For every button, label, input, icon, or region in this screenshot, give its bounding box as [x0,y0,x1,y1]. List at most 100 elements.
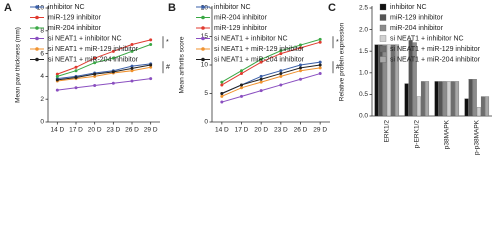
legend-swatch [379,14,387,21]
panel-label: C [328,2,336,14]
data-point [74,76,78,80]
series-line [221,67,321,97]
data-point [130,66,134,70]
y-axis-label: Relative protein expression [339,22,346,101]
legend-swatch [379,3,387,11]
data-point [220,80,224,84]
data-point [279,52,283,56]
x-tick-label: 23 D [274,127,288,134]
data-point [111,49,115,53]
bar [468,79,473,117]
x-tick-label: 29 D [144,127,158,134]
data-point [93,84,97,88]
data-point [259,77,263,81]
data-point [93,56,97,60]
series-line [57,39,151,75]
y-tick-label: 0.0 [359,113,368,120]
series-line [221,38,321,83]
legend-marker [201,15,205,20]
data-point [55,74,59,78]
bar [408,40,413,117]
bar [420,81,425,117]
x-tick-label: 20 D [254,127,268,134]
bar [412,42,417,117]
series-line [57,66,151,82]
legend-swatch [379,56,387,63]
x-tick-label: 17 D [69,127,83,134]
data-point [259,80,263,84]
data-point [220,83,224,87]
data-point [279,69,283,73]
series-line [57,44,151,77]
bar [434,81,439,117]
data-point [149,77,153,81]
bar [450,81,455,117]
legend-label: inhibitor NC [390,4,427,11]
legend-marker [201,36,205,41]
data-point [299,63,302,67]
bar [382,44,387,117]
legend-swatch [379,35,387,42]
legend-marker [35,36,39,41]
data-point [279,83,283,87]
bar [378,44,383,117]
y-tick-label: 1.5 [359,48,368,55]
legend-swatch [379,24,387,32]
annotation: * [336,39,339,46]
data-point [130,79,134,83]
bar [395,44,400,117]
data-point [149,38,153,42]
data-point [318,72,322,76]
legend-marker [35,26,39,30]
data-point [259,74,263,78]
data-point [299,66,302,70]
data-point [299,69,302,73]
data-point [240,83,243,87]
data-point [279,72,283,76]
x-tick-label: 26 D [125,127,139,134]
bar [390,44,395,117]
y-tick-label: 8 [40,28,44,35]
bar [472,79,477,117]
bar [438,81,443,117]
legend-label: si NEAT1 + inhibitor NC [48,35,122,42]
legend-label: miR-129 inhibitor [48,14,102,21]
legend-marker [35,57,39,62]
y-tick-label: 0.5 [359,91,368,98]
data-point [130,64,134,68]
legend-marker [201,57,205,62]
x-tick-label: 29 D [313,127,327,134]
data-point [74,86,78,90]
bar [464,98,469,117]
data-point [240,72,243,76]
x-tick-label: p38MAPK [444,119,451,149]
bar [425,81,430,117]
panel-label: A [4,2,12,14]
data-point [111,56,115,60]
y-tick-label: 5 [204,90,208,97]
data-point [299,77,302,81]
y-tick-label: 2 [40,96,44,103]
series-line [57,64,151,81]
y-tick-label: 2.0 [359,26,368,33]
data-point [149,42,153,46]
bar [455,81,460,117]
y-tick-label: 10 [37,5,45,12]
data-point [149,63,153,67]
data-point [318,63,322,67]
figure: A Mean paw thickness (mm) 0 2 4 6 8 10 14 D 17 D 2… [4,2,492,155]
data-point [318,66,322,70]
data-point [220,94,224,98]
legend-label: inhibitor NC [48,4,85,11]
legend-label: si NEAT1 + inhibitor NC [390,35,464,42]
bar [480,96,485,117]
legend-label: si NEAT1 + miR-129 inhibitor [48,46,139,53]
data-point [240,86,243,90]
legend-label: inhibitor NC [214,4,251,11]
legend-swatch [379,45,387,53]
data-point [111,81,115,85]
bar [386,44,391,117]
x-tick-label: p-p38MAPK [474,119,481,155]
legend-marker [201,5,205,9]
legend-label: si NEAT1 + miR-204 inhibitor [214,56,305,63]
